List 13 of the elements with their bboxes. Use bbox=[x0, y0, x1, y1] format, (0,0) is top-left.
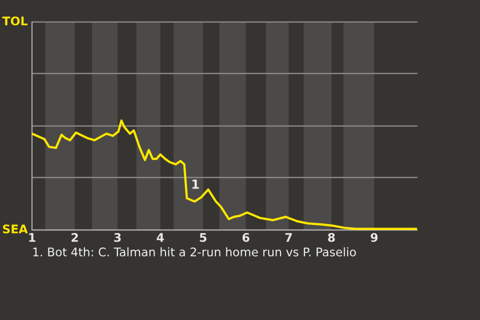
text: 1. Bot 4th: C. Talman hit a 2-run home run vs P. Paselio bbox=[33, 247, 356, 256]
annotation: 1 bbox=[192, 180, 199, 189]
x-tick-label: 4 bbox=[156, 233, 164, 242]
x-tick-label: 1 bbox=[29, 233, 36, 242]
ref-line-label: TOL bbox=[2, 16, 28, 26]
x-tick-label: 3 bbox=[114, 232, 121, 242]
x-tick-label: 9 bbox=[370, 232, 378, 242]
x-tick-label: 6 bbox=[242, 232, 250, 242]
x-tick-label: 7 bbox=[285, 233, 292, 242]
x-tick-label: 8 bbox=[328, 232, 335, 242]
ref-line-label: SEA bbox=[2, 224, 28, 234]
x-tick-label: 2 bbox=[72, 232, 78, 242]
x-tick-label: 5 bbox=[200, 233, 206, 242]
